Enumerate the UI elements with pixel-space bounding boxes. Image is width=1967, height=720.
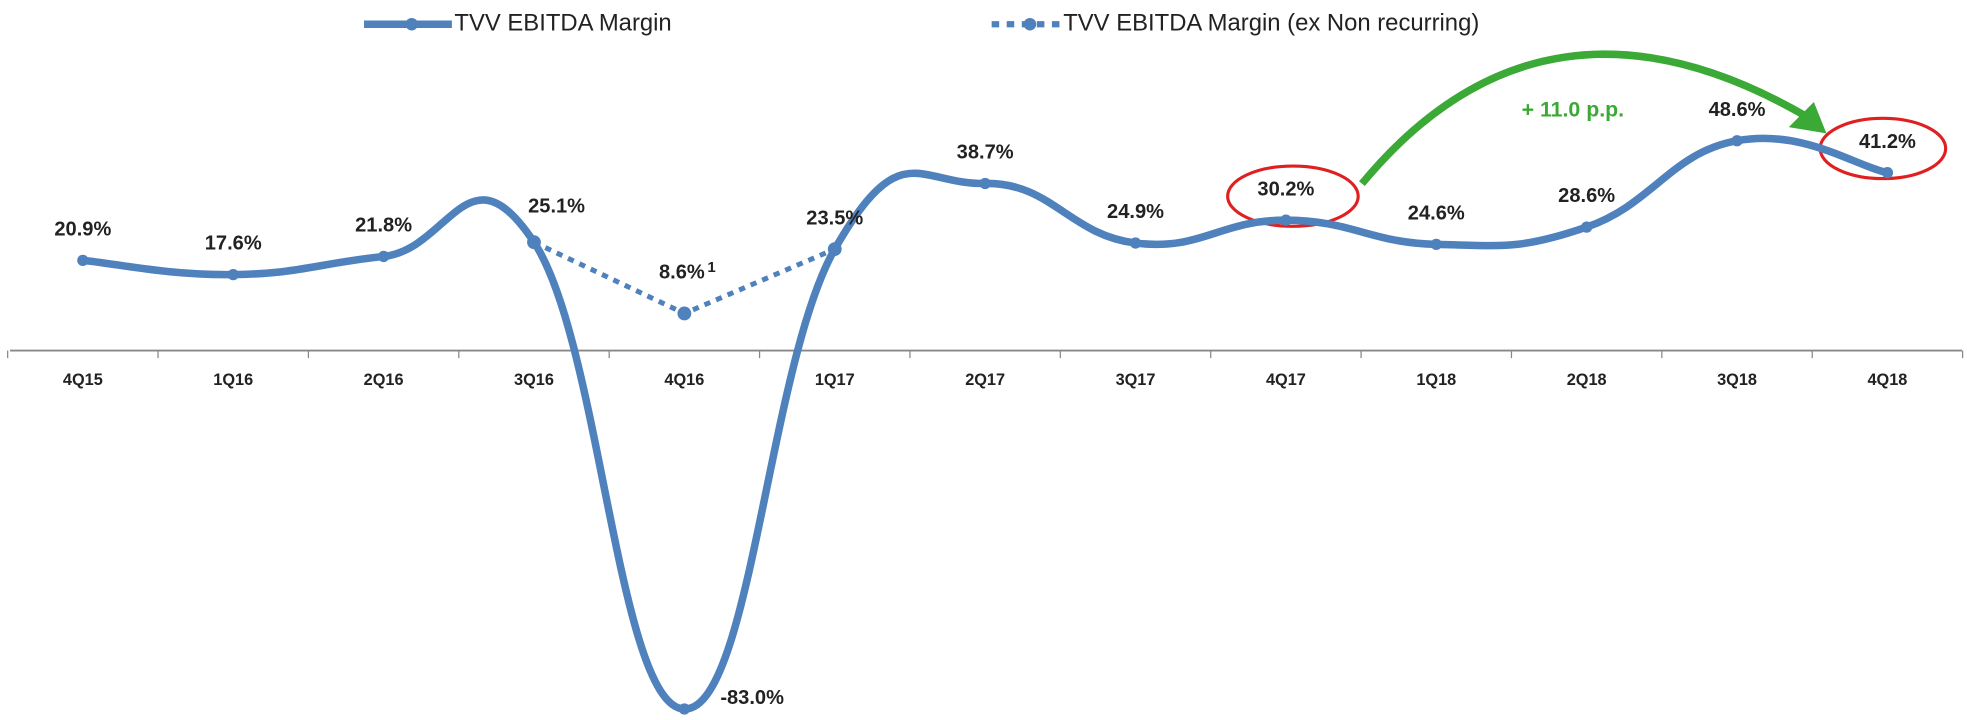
point bbox=[829, 243, 841, 255]
point bbox=[227, 268, 239, 281]
data-label: 20.9% bbox=[54, 219, 111, 241]
x-tick-label: 4Q17 bbox=[1266, 371, 1306, 389]
legend-marker bbox=[405, 17, 419, 31]
data-label: 25.1% bbox=[528, 195, 585, 217]
data-label: 8.6% bbox=[659, 262, 705, 284]
point bbox=[1581, 221, 1593, 233]
legend-label: TVV EBITDA Margin bbox=[454, 10, 671, 37]
x-tick-label: 2Q17 bbox=[965, 371, 1005, 389]
highlight-ellipse bbox=[1226, 164, 1360, 228]
series-line bbox=[82, 134, 1889, 713]
data-label: 24.9% bbox=[1107, 201, 1164, 223]
data-label: 41.2% bbox=[1859, 131, 1916, 153]
data-label: -83.0% bbox=[720, 687, 784, 709]
point bbox=[377, 250, 390, 263]
data-label: 48.6% bbox=[1709, 99, 1766, 121]
point bbox=[1280, 214, 1292, 226]
data-label: 38.7% bbox=[957, 142, 1014, 164]
x-tick-label: 4Q16 bbox=[664, 371, 704, 389]
x-tick-label: 2Q18 bbox=[1567, 371, 1607, 389]
legend-marker bbox=[1023, 17, 1037, 31]
point bbox=[677, 306, 692, 321]
point bbox=[1881, 167, 1894, 179]
arrow-head bbox=[1788, 102, 1827, 134]
x-tick-label: 4Q15 bbox=[63, 371, 103, 389]
data-label: 30.2% bbox=[1257, 178, 1314, 200]
x-tick-label: 1Q18 bbox=[1416, 371, 1456, 389]
point bbox=[1129, 237, 1142, 249]
footnote-mark: 1 bbox=[707, 259, 715, 276]
data-label: 23.5% bbox=[806, 207, 863, 229]
point bbox=[678, 703, 691, 715]
x-tick-label: 2Q16 bbox=[364, 371, 404, 389]
annotation: + 11.0 p.p. bbox=[1522, 97, 1625, 121]
point bbox=[528, 236, 540, 248]
x-tick-label: 3Q17 bbox=[1116, 371, 1156, 389]
point bbox=[77, 254, 89, 266]
data-label: 21.8% bbox=[355, 215, 412, 237]
data-label: 24.6% bbox=[1408, 203, 1465, 225]
x-tick-label: 3Q16 bbox=[514, 371, 554, 389]
legend-label: TVV EBITDA Margin (ex Non recurring) bbox=[1063, 10, 1479, 37]
arrow bbox=[1359, 50, 1810, 187]
x-tick-label: 3Q18 bbox=[1717, 371, 1757, 389]
x-tick-label: 1Q16 bbox=[213, 371, 253, 389]
x-tick-label: 1Q17 bbox=[815, 371, 855, 389]
data-label: 28.6% bbox=[1558, 185, 1615, 207]
point bbox=[979, 177, 991, 190]
point bbox=[1430, 238, 1442, 251]
data-label: 17.6% bbox=[205, 233, 262, 255]
point bbox=[1731, 135, 1743, 147]
x-tick-label: 4Q18 bbox=[1867, 371, 1907, 389]
